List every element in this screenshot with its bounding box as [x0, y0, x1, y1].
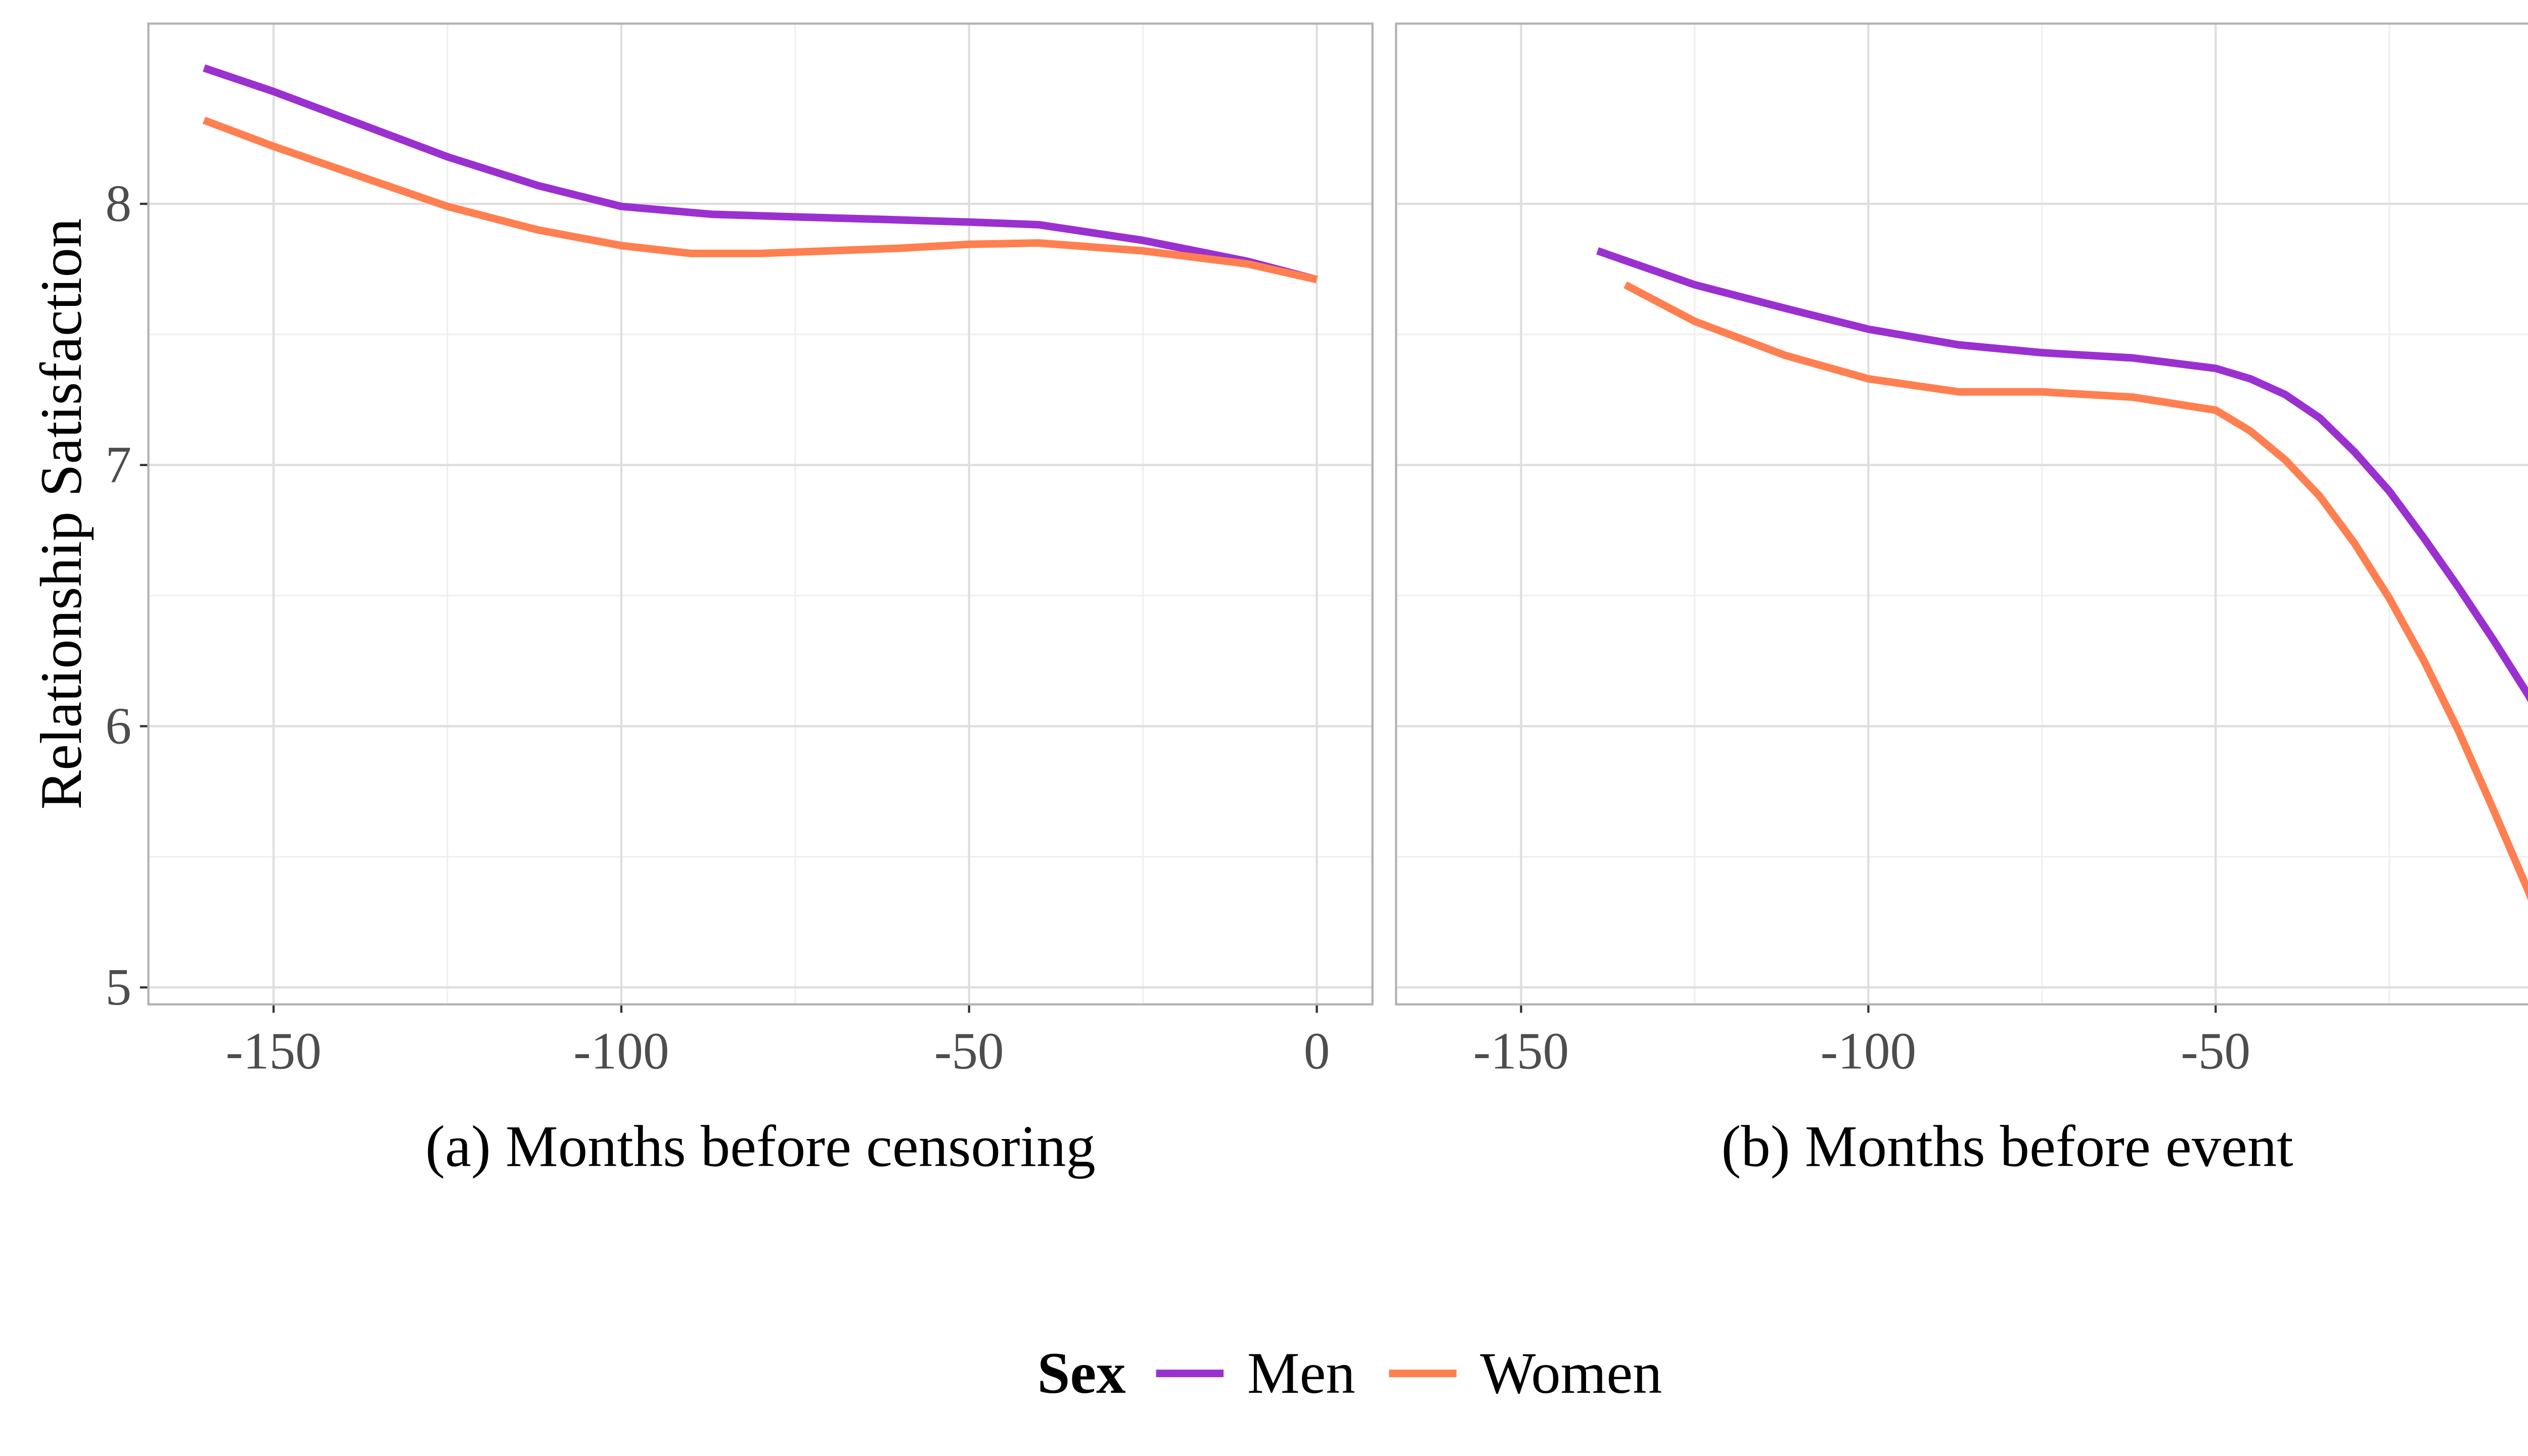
x-axis-title: (a) Months before censoring: [425, 1114, 1096, 1179]
x-tick-label: -150: [1473, 1022, 1569, 1080]
line-series: [202, 116, 1318, 284]
y-tick-label: 8: [105, 175, 131, 233]
x-tick-label: -50: [2181, 1022, 2250, 1080]
x-tick-label: -100: [1821, 1022, 1916, 1080]
legend-label: Men: [1247, 1341, 1356, 1406]
legend-title: Sex: [1037, 1341, 1126, 1406]
y-tick-label: 7: [105, 436, 131, 494]
x-axis-title: (b) Months before event: [1722, 1114, 2293, 1179]
y-axis-title: Relationship Satisfaction: [29, 218, 94, 810]
x-tick-label: -150: [225, 1022, 321, 1080]
line-series: [1623, 281, 2528, 901]
y-tick-label: 5: [105, 959, 131, 1016]
panel-border: [1395, 22, 2528, 1006]
legend-label: Women: [1480, 1341, 1662, 1406]
line-series: [1596, 247, 2528, 703]
x-tick-label: -50: [934, 1022, 1004, 1080]
panel-border: [147, 22, 1374, 1006]
x-tick-label: 0: [1304, 1022, 1330, 1080]
x-tick-label: -100: [573, 1022, 669, 1080]
y-tick-label: 6: [105, 697, 131, 755]
line-series: [203, 64, 1318, 284]
